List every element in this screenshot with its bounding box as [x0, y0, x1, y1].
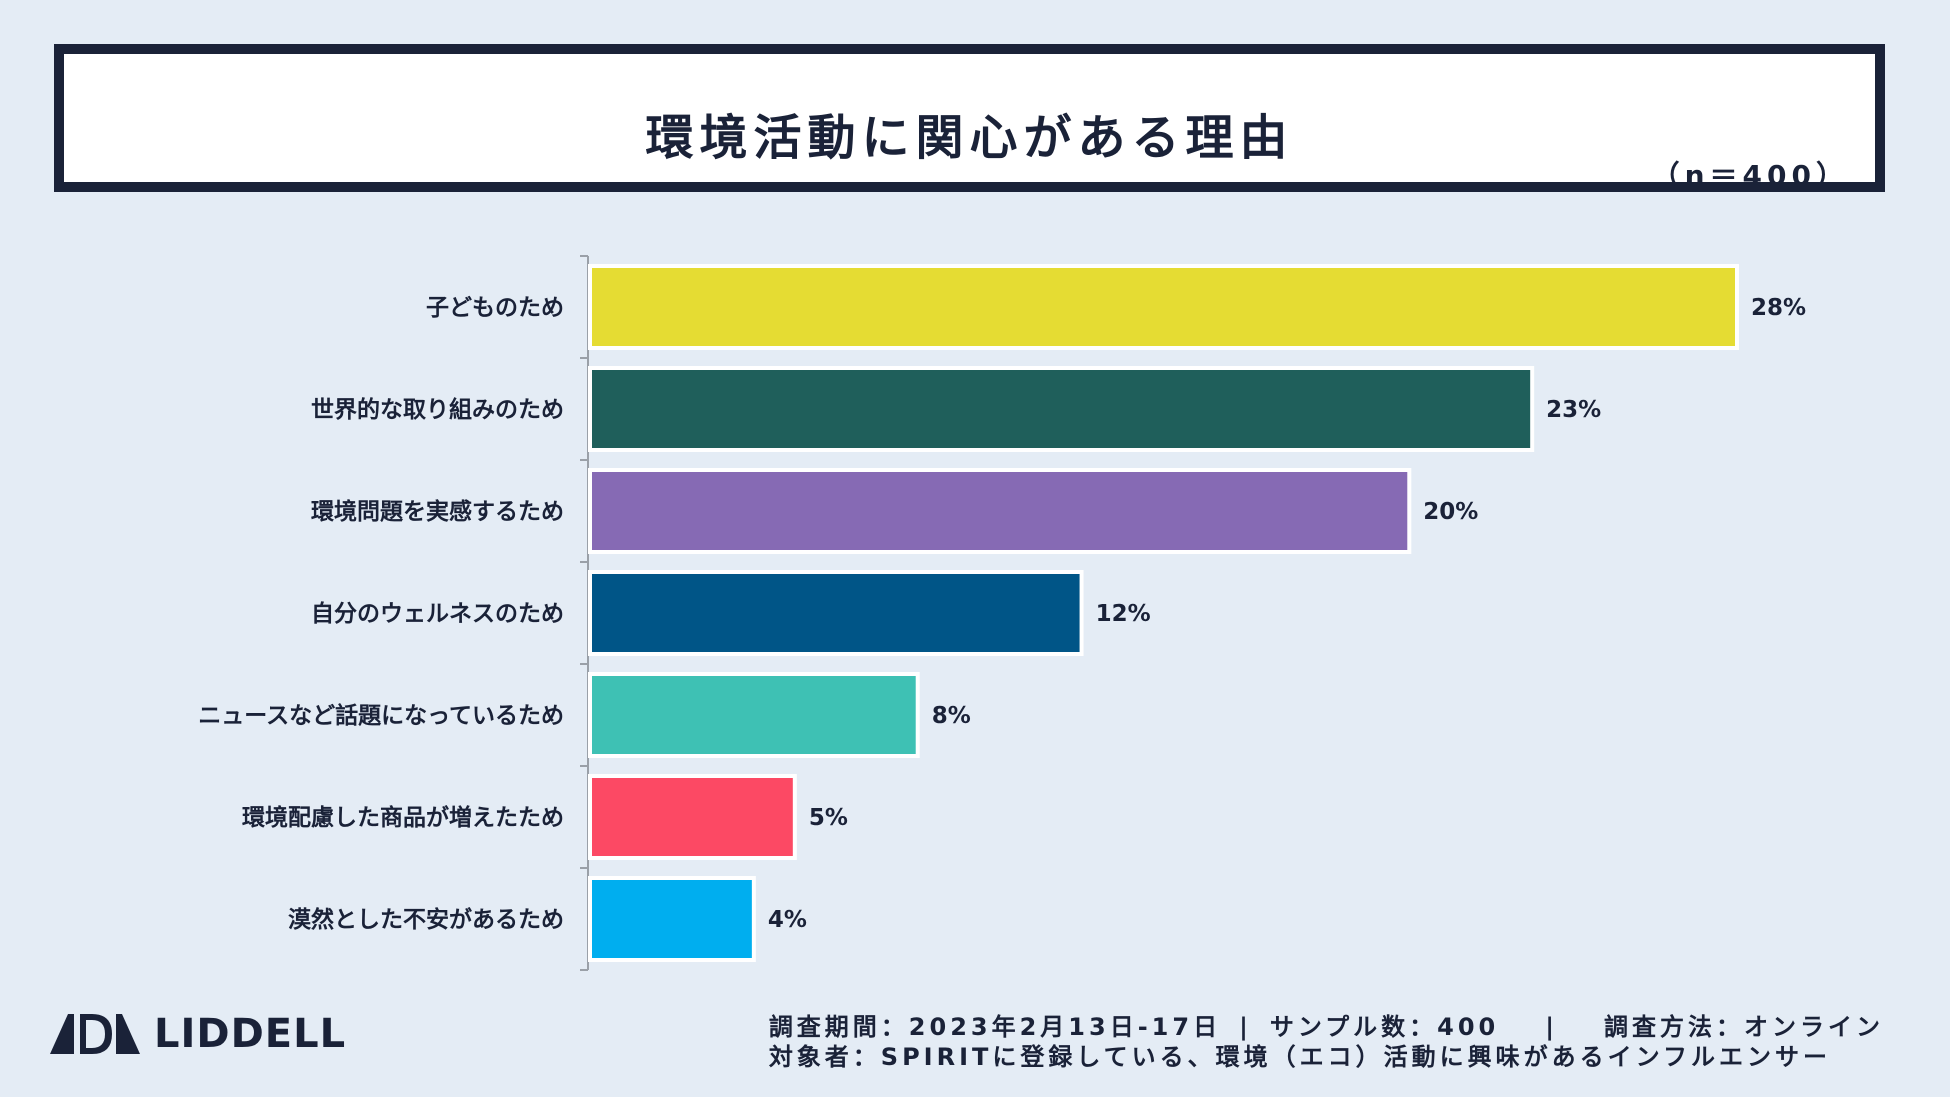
title-box: 環境活動に関心がある理由 （n＝400）: [54, 44, 1885, 192]
bar-chart: 子どものため 28% 世界的な取り組みのため 23% 環境問題を実感するため 20% 自分の…: [198, 255, 1806, 971]
category-label: 漠然とした不安があるため: [288, 906, 564, 933]
value-label: 23%: [1546, 397, 1601, 423]
separator: |: [1239, 1013, 1252, 1041]
category-label: 子どものため: [426, 295, 564, 321]
category-label: ニュースなど話題になっているため: [198, 702, 564, 729]
category-label: 環境配慮した商品が増えたため: [242, 804, 564, 831]
value-label: 8%: [932, 703, 971, 729]
separator: |: [1517, 1013, 1586, 1041]
value-label: 28%: [1751, 295, 1806, 321]
bar-2: [588, 366, 1535, 452]
bar-6: [588, 774, 797, 860]
bar-1: [588, 264, 1739, 350]
bar-4: [588, 570, 1084, 656]
survey-period: 調査期間：2023年2月13日-17日: [768, 1013, 1222, 1041]
bar-3: [588, 468, 1412, 554]
bar-5: [588, 672, 920, 758]
footer-line-1: 調査期間：2023年2月13日-17日 | サンプル数：400 | 調査方法：オンラ…: [769, 1012, 1884, 1042]
category-label: 世界的な取り組みのため: [311, 396, 564, 423]
page-title: 環境活動に関心がある理由: [645, 110, 1294, 166]
value-label: 4%: [768, 907, 807, 933]
value-label: 12%: [1096, 601, 1151, 627]
liddell-logo-icon: [50, 1014, 140, 1054]
value-label: 20%: [1423, 499, 1478, 525]
logo-text: LIDDELL: [154, 1011, 347, 1057]
category-label: 環境問題を実感するため: [311, 498, 564, 525]
logo: LIDDELL: [50, 1011, 347, 1057]
survey-method: 調査方法：オンライン: [1604, 1013, 1884, 1041]
sample-size-label: （n＝400）: [1651, 159, 1849, 192]
value-label: 5%: [809, 805, 848, 831]
bar-7: [588, 876, 756, 962]
survey-target: 対象者：SPIRITに登録している、環境（エコ）活動に興味があるインフルエンサー: [768, 1043, 1831, 1071]
survey-sample: サンプル数：400: [1269, 1013, 1500, 1041]
category-label: 自分のウェルネスのため: [311, 600, 564, 627]
survey-footer: 調査期間：2023年2月13日-17日 | サンプル数：400 | 調査方法：オンラ…: [769, 1012, 1884, 1072]
